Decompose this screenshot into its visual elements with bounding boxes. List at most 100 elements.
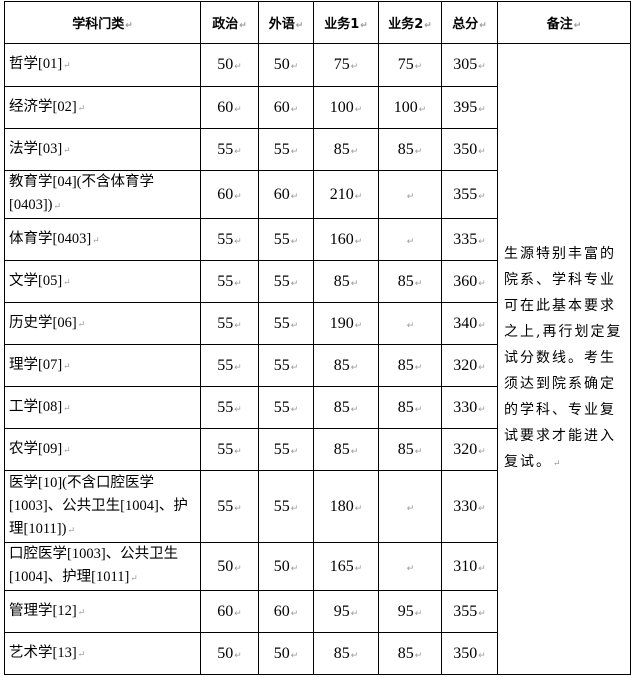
subject2-cell bbox=[378, 542, 442, 591]
subject2-cell: 85 bbox=[378, 632, 442, 675]
category-cell: 体育学[0403] bbox=[4, 218, 201, 261]
language-cell: 50 bbox=[258, 632, 314, 675]
subject1-cell: 85 bbox=[313, 128, 379, 171]
subject2-cell bbox=[378, 470, 442, 543]
table-row: 法学[03]55558585350 bbox=[4, 128, 631, 171]
table-row: 医学[10](不含口腔医学[1003]、公共卫生[1004]、护理[1011])… bbox=[4, 470, 631, 543]
category-cell: 哲学[01] bbox=[4, 43, 201, 87]
politics-cell: 55 bbox=[200, 428, 259, 471]
politics-cell: 50 bbox=[200, 43, 259, 87]
total-cell: 355 bbox=[441, 170, 498, 219]
subject2-cell: 75 bbox=[378, 43, 442, 87]
subject1-cell: 85 bbox=[313, 632, 379, 675]
politics-cell: 60 bbox=[200, 170, 259, 219]
politics-cell: 55 bbox=[200, 386, 259, 429]
category-cell: 教育学[04](不含体育学[0403]) bbox=[4, 170, 201, 219]
total-cell: 360 bbox=[441, 260, 498, 303]
politics-cell: 50 bbox=[200, 542, 259, 591]
category-cell: 艺术学[13] bbox=[4, 632, 201, 675]
table-row: 教育学[04](不含体育学[0403])6060210355 bbox=[4, 170, 631, 219]
header-note: 备注 bbox=[497, 1, 631, 44]
header-row: 学科门类 政治 外语 业务1 业务2 总分 备注 bbox=[4, 1, 631, 44]
subject1-cell: 190 bbox=[313, 302, 379, 345]
category-cell: 农学[09] bbox=[4, 428, 201, 471]
language-cell: 50 bbox=[258, 542, 314, 591]
total-cell: 310 bbox=[441, 542, 498, 591]
subject2-cell: 85 bbox=[378, 428, 442, 471]
category-cell: 工学[08] bbox=[4, 386, 201, 429]
table-row: 工学[08]55558585330 bbox=[4, 386, 631, 429]
subject2-cell bbox=[378, 170, 442, 219]
language-cell: 55 bbox=[258, 128, 314, 171]
language-cell: 55 bbox=[258, 386, 314, 429]
score-table: 学科门类 政治 外语 业务1 业务2 总分 备注 哲学[01]505075753… bbox=[4, 1, 631, 675]
table-row: 经济学[02]6060100100395 bbox=[4, 86, 631, 129]
politics-cell: 55 bbox=[200, 260, 259, 303]
table-row: 口腔医学[1003]、公共卫生[1004]、护理[1011]5050165310 bbox=[4, 542, 631, 591]
language-cell: 55 bbox=[258, 428, 314, 471]
subject2-cell: 85 bbox=[378, 128, 442, 171]
subject2-cell: 100 bbox=[378, 86, 442, 129]
header-category: 学科门类 bbox=[4, 1, 201, 44]
language-cell: 55 bbox=[258, 470, 314, 543]
header-subject2: 业务2 bbox=[378, 1, 442, 44]
header-politics: 政治 bbox=[200, 1, 259, 44]
politics-cell: 55 bbox=[200, 128, 259, 171]
politics-cell: 55 bbox=[200, 302, 259, 345]
category-cell: 理学[07] bbox=[4, 344, 201, 387]
subject1-cell: 85 bbox=[313, 260, 379, 303]
subject1-cell: 180 bbox=[313, 470, 379, 543]
category-cell: 经济学[02] bbox=[4, 86, 201, 129]
politics-cell: 55 bbox=[200, 470, 259, 543]
language-cell: 55 bbox=[258, 260, 314, 303]
language-cell: 55 bbox=[258, 344, 314, 387]
table-row: 历史学[06]5555190340 bbox=[4, 302, 631, 345]
subject2-cell bbox=[378, 218, 442, 261]
total-cell: 320 bbox=[441, 428, 498, 471]
total-cell: 330 bbox=[441, 386, 498, 429]
total-cell: 395 bbox=[441, 86, 498, 129]
subject1-cell: 95 bbox=[313, 590, 379, 633]
table-row: 哲学[01]50507575305生源特别丰富的院系、学科专业可在此基本要求之上… bbox=[4, 43, 631, 675]
subject1-cell: 160 bbox=[313, 218, 379, 261]
total-cell: 330 bbox=[441, 470, 498, 543]
language-cell: 60 bbox=[258, 86, 314, 129]
politics-cell: 60 bbox=[200, 590, 259, 633]
subject1-cell: 100 bbox=[313, 86, 379, 129]
subject1-cell: 165 bbox=[313, 542, 379, 591]
subject1-cell: 85 bbox=[313, 386, 379, 429]
total-cell: 320 bbox=[441, 344, 498, 387]
total-cell: 355 bbox=[441, 590, 498, 633]
language-cell: 60 bbox=[258, 170, 314, 219]
politics-cell: 50 bbox=[200, 632, 259, 675]
subject1-cell: 210 bbox=[313, 170, 379, 219]
total-cell: 335 bbox=[441, 218, 498, 261]
category-cell: 文学[05] bbox=[4, 260, 201, 303]
subject2-cell: 95 bbox=[378, 590, 442, 633]
table-row: 体育学[0403]5555160335 bbox=[4, 218, 631, 261]
politics-cell: 55 bbox=[200, 218, 259, 261]
subject1-cell: 75 bbox=[313, 43, 379, 87]
table-row: 文学[05]55558585360 bbox=[4, 260, 631, 303]
language-cell: 60 bbox=[258, 590, 314, 633]
subject2-cell: 85 bbox=[378, 386, 442, 429]
table-row: 艺术学[13]50508585350 bbox=[4, 632, 631, 675]
category-cell: 历史学[06] bbox=[4, 302, 201, 345]
table-row: 农学[09]55558585320 bbox=[4, 428, 631, 471]
category-cell: 管理学[12] bbox=[4, 590, 201, 633]
category-cell: 口腔医学[1003]、公共卫生[1004]、护理[1011] bbox=[4, 542, 201, 591]
language-cell: 55 bbox=[258, 218, 314, 261]
category-cell: 法学[03] bbox=[4, 128, 201, 171]
total-cell: 305 bbox=[441, 43, 498, 87]
politics-cell: 55 bbox=[200, 344, 259, 387]
language-cell: 55 bbox=[258, 302, 314, 345]
language-cell: 50 bbox=[258, 43, 314, 87]
total-cell: 340 bbox=[441, 302, 498, 345]
subject2-cell: 85 bbox=[378, 260, 442, 303]
header-subject1: 业务1 bbox=[313, 1, 379, 44]
subject1-cell: 85 bbox=[313, 344, 379, 387]
header-language: 外语 bbox=[258, 1, 314, 44]
header-total: 总分 bbox=[441, 1, 498, 44]
politics-cell: 60 bbox=[200, 86, 259, 129]
total-cell: 350 bbox=[441, 632, 498, 675]
